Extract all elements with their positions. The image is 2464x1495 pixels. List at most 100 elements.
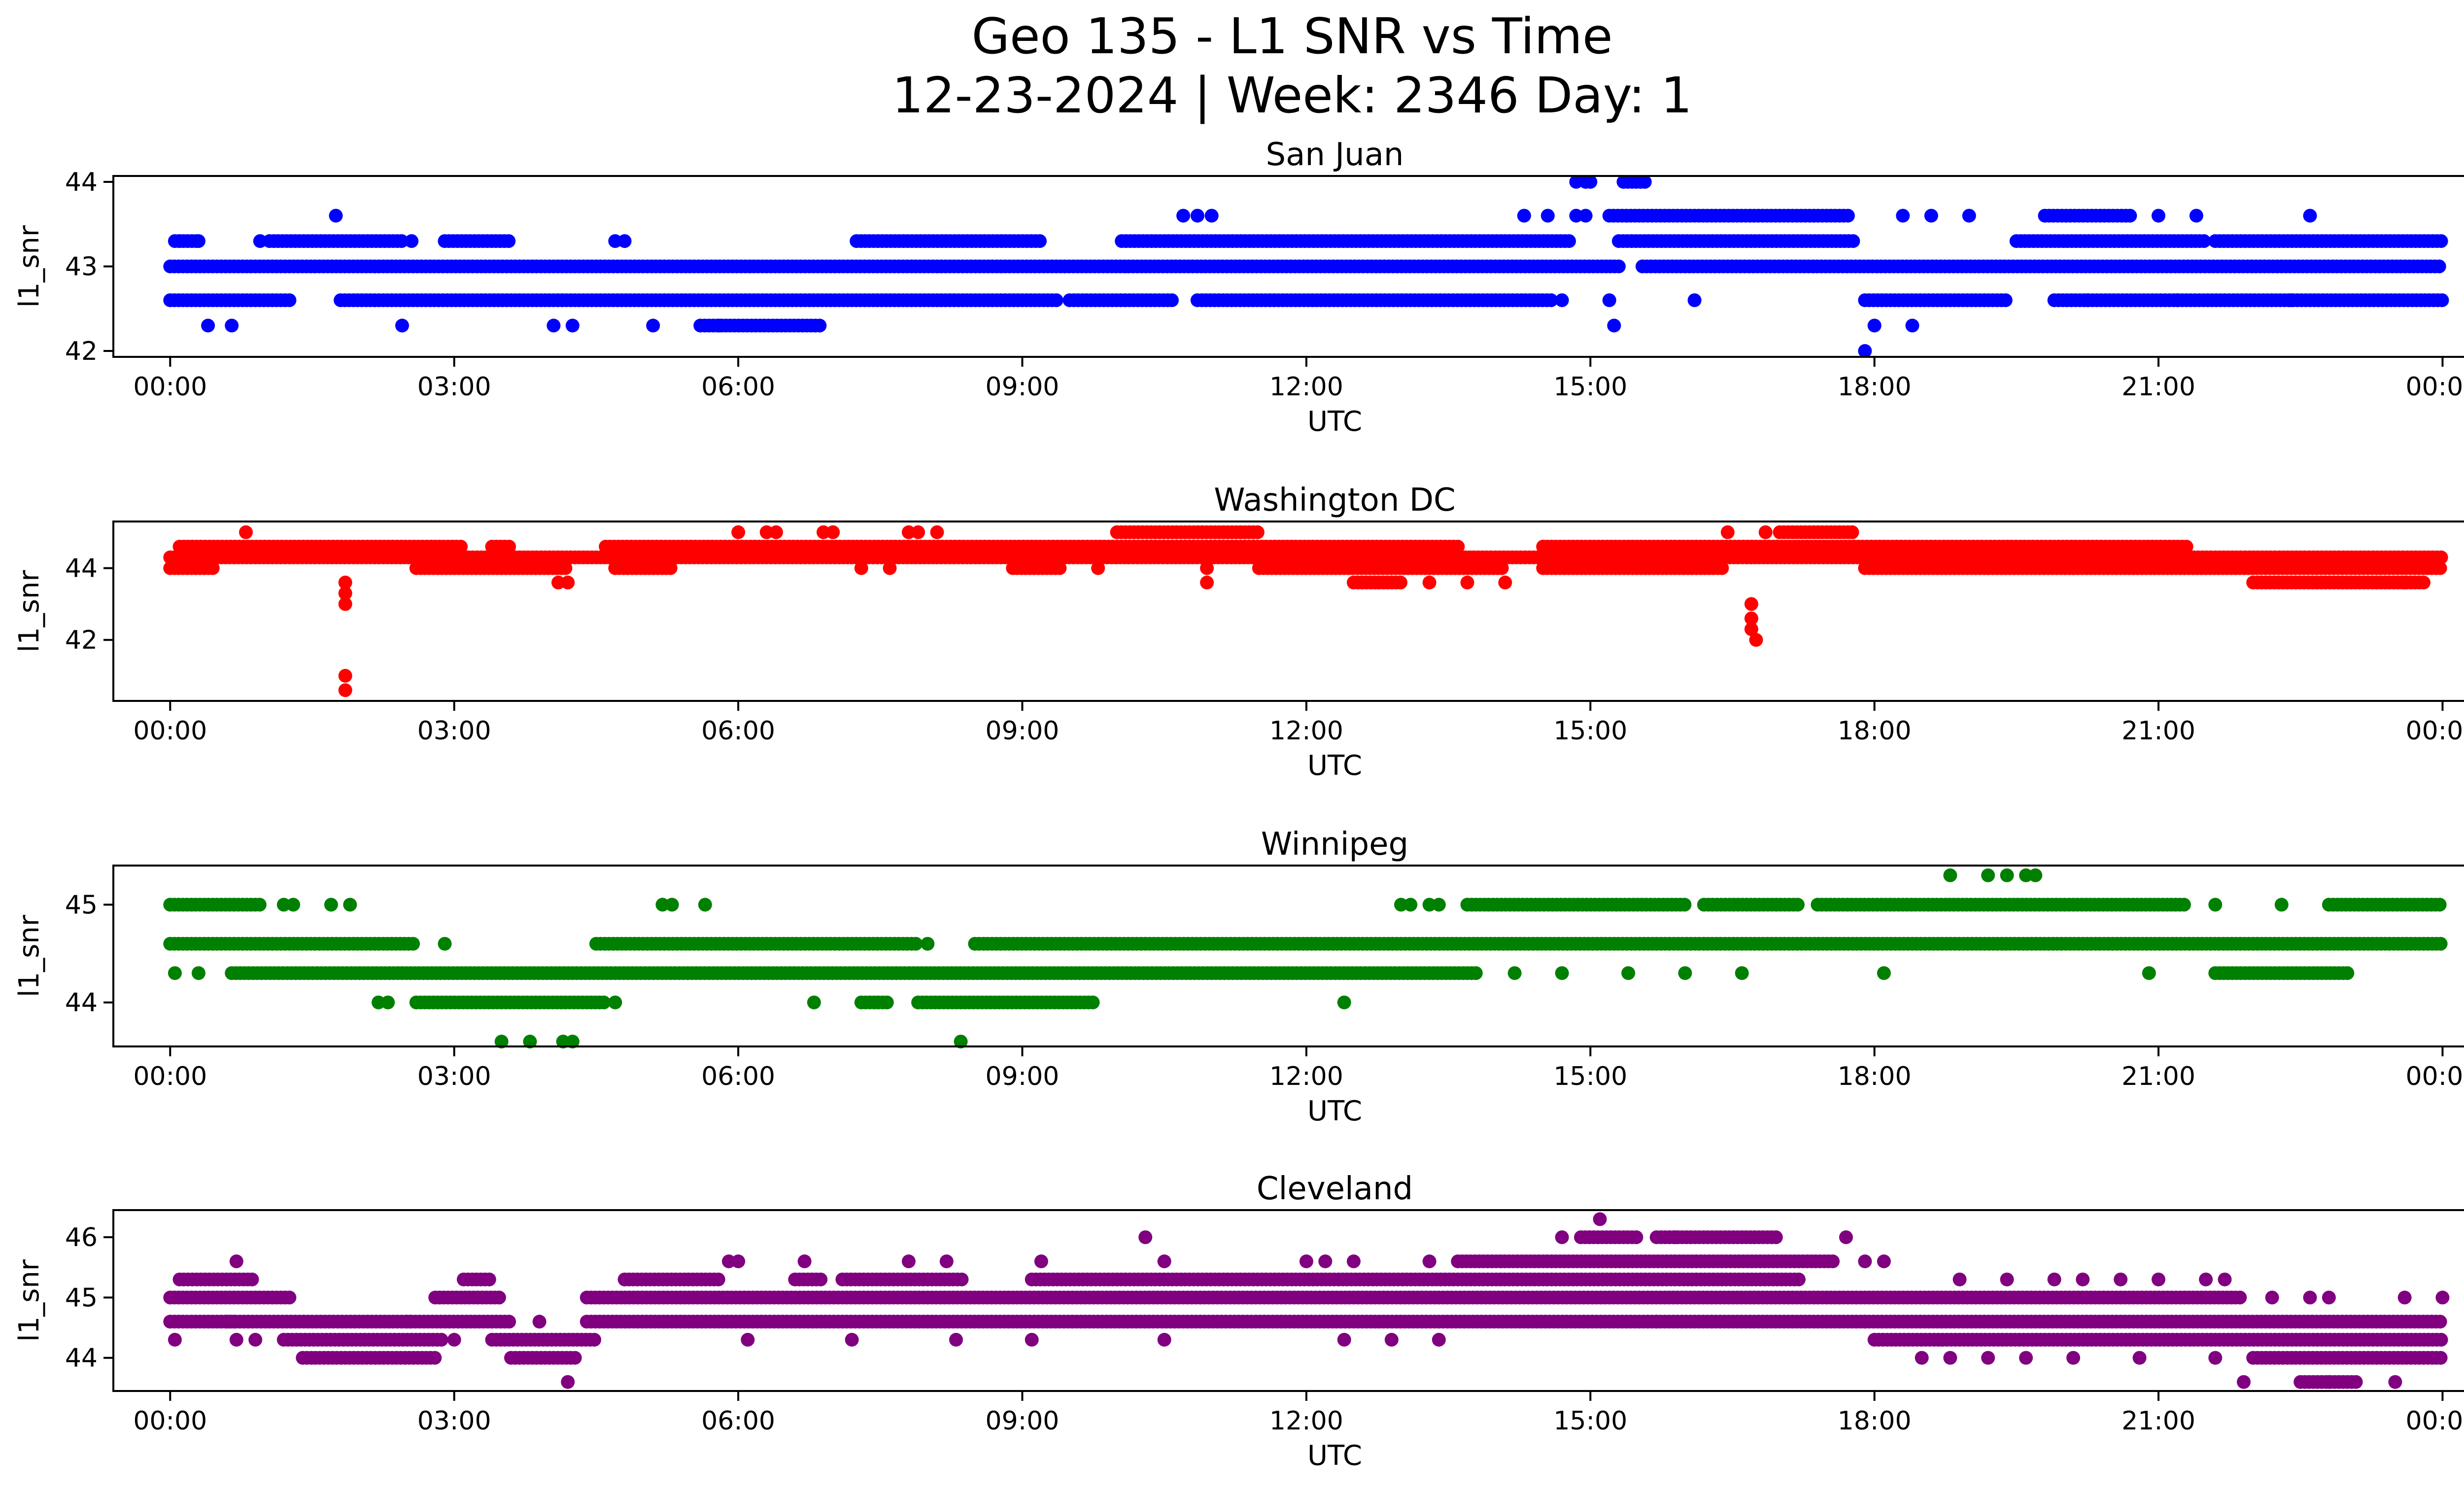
x-tick-label: 03:00 [417, 372, 491, 402]
x-tick-label: 03:00 [417, 716, 491, 746]
data-point [698, 898, 712, 912]
data-point [2433, 561, 2447, 575]
data-point [2080, 293, 2094, 308]
x-tick-label: 06:00 [701, 372, 775, 402]
data-point [1905, 318, 1919, 333]
plot-area-frame [112, 865, 2464, 1047]
data-point [2142, 966, 2156, 980]
data-point [561, 575, 575, 590]
data-point [1998, 293, 2013, 308]
data-point [665, 898, 679, 912]
data-point [921, 937, 935, 951]
data-point [1204, 209, 1219, 223]
data-point [2019, 868, 2033, 882]
x-tick-label: 06:00 [701, 1062, 775, 1091]
y-tick-label: 44 [65, 168, 98, 197]
data-point [1540, 209, 1555, 223]
data-point [276, 898, 291, 912]
data-point [329, 209, 343, 223]
data-point [1451, 540, 1465, 554]
data-point [1517, 209, 1531, 223]
data-point [252, 898, 267, 912]
data-point [1544, 293, 1558, 308]
data-point [1049, 293, 1063, 308]
data-point [1744, 611, 1758, 626]
x-tick-label: 15:00 [1553, 372, 1627, 402]
data-point [2066, 561, 2081, 575]
x-tick-label: 18:00 [1838, 372, 1912, 402]
data-point [769, 525, 783, 539]
data-point [2177, 898, 2191, 912]
data-point [1403, 898, 1418, 912]
data-point [523, 1035, 537, 1049]
data-point [1981, 868, 1995, 882]
data-point [2432, 898, 2447, 912]
data-point [1744, 622, 1758, 636]
data-point [565, 1035, 580, 1049]
data-point [1845, 525, 1859, 539]
y-tick-label: 42 [65, 337, 98, 366]
data-point [1791, 898, 1805, 912]
data-point [2170, 293, 2185, 308]
data-point [1422, 575, 1437, 590]
data-point [1432, 898, 1446, 912]
data-point [854, 561, 868, 575]
subplot-title: Cleveland [1257, 1171, 1413, 1207]
data-point [1744, 597, 1758, 611]
data-point [2179, 540, 2193, 554]
data-point [338, 597, 352, 611]
data-point [2284, 293, 2298, 308]
data-point [1896, 209, 1910, 223]
data-point [2397, 575, 2412, 590]
x-tick-label: 00:00 [2406, 1062, 2464, 1091]
data-point [655, 898, 670, 912]
data-point [1562, 234, 1576, 248]
y-tick-label: 45 [65, 890, 98, 920]
x-tick-label: 21:00 [2122, 716, 2195, 746]
data-point [1555, 293, 1569, 308]
data-point [597, 995, 611, 1009]
data-point [1758, 525, 1773, 539]
data-point [1749, 633, 1763, 647]
data-point [1877, 966, 1891, 980]
data-point [1053, 561, 1067, 575]
data-point [2197, 234, 2211, 248]
data-point [1176, 209, 1191, 223]
data-point [1846, 234, 1860, 248]
x-tick-label: 00:00 [133, 1062, 207, 1091]
data-point [338, 669, 352, 683]
subplot-title: Winnipeg [1261, 826, 1408, 863]
data-point [343, 898, 357, 912]
data-point [1569, 209, 1583, 223]
subplot-title: Washington DC [1214, 482, 1455, 519]
y-tick-label: 44 [65, 988, 98, 1018]
data-point [663, 561, 678, 575]
data-point [2340, 966, 2355, 980]
x-tick-label: 18:00 [1838, 716, 1912, 746]
data-point [2208, 898, 2223, 912]
data-point [2303, 209, 2317, 223]
data-point [1720, 525, 1735, 539]
data-point [1190, 209, 1204, 223]
data-point [901, 525, 916, 539]
data-point [2000, 868, 2014, 882]
x-axis-label: UTC [1307, 1095, 1362, 1127]
x-tick-label: 21:00 [2122, 1062, 2195, 1091]
data-point [813, 318, 827, 333]
data-point [1678, 966, 1692, 980]
data-point [2434, 234, 2448, 248]
data-point [502, 1315, 516, 1329]
data-point [428, 1351, 442, 1365]
data-point [454, 540, 468, 554]
x-tick-label: 21:00 [2122, 372, 2195, 402]
data-point [191, 966, 205, 980]
data-point [1858, 344, 1872, 358]
data-point [1962, 209, 1976, 223]
data-point [205, 561, 220, 575]
data-point [1555, 966, 1569, 980]
data-point [286, 898, 301, 912]
data-point [954, 1035, 968, 1049]
data-point [282, 293, 297, 308]
